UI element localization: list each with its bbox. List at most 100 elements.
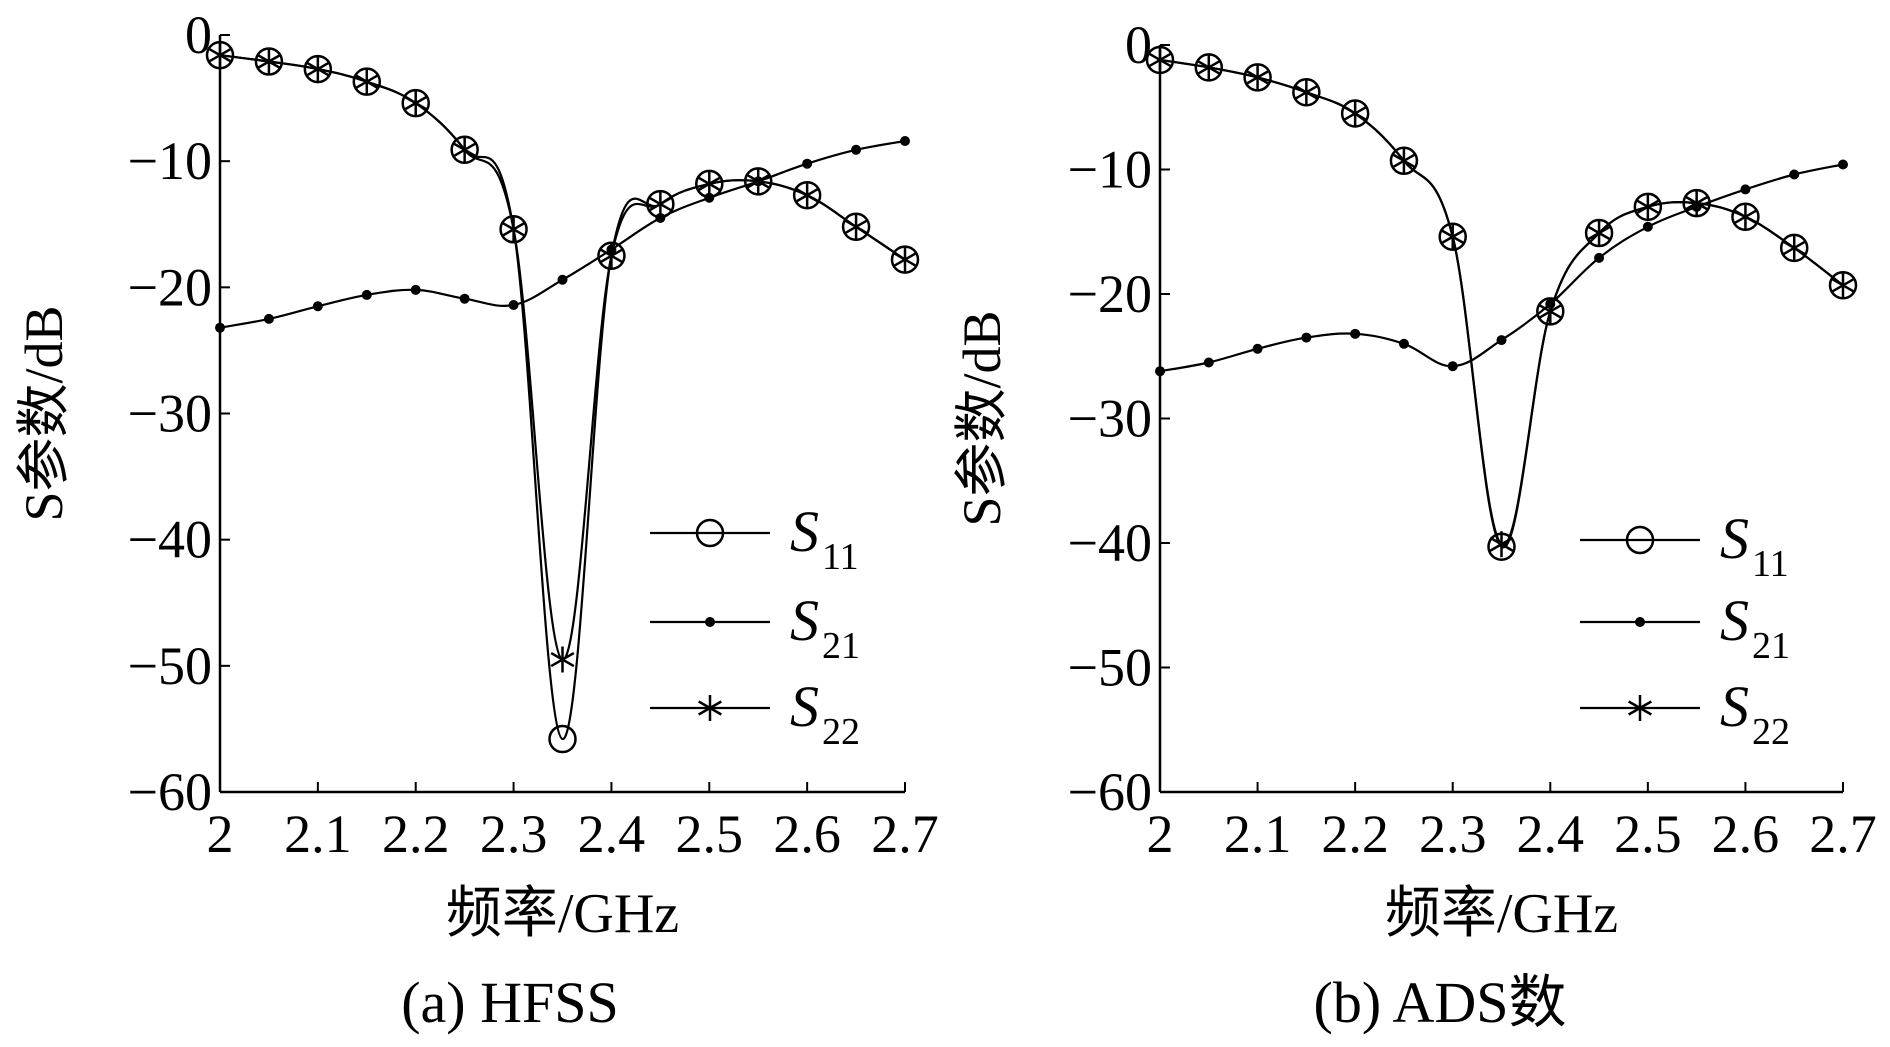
data-point-s21: [459, 293, 470, 304]
data-point-s21: [1642, 221, 1653, 232]
data-point-s22: [795, 182, 820, 209]
x-tick-label: 2.6: [1712, 804, 1780, 864]
legend-subscript: 21: [1752, 625, 1790, 667]
data-point-s21: [215, 322, 225, 333]
legend-marker-dot: [705, 617, 715, 627]
x-axis-title: 频率/GHz: [1385, 883, 1618, 945]
data-point-s22: [1831, 272, 1855, 299]
data-point-s11: [548, 724, 577, 754]
data-point-s22: [550, 646, 575, 673]
x-tick-label: 2.4: [1517, 804, 1585, 864]
data-point-s21: [557, 274, 568, 285]
panel-hfss: 0−10−20−30−40−50−602 2.1 2.2 2.3 2.4 2.5 2.6 2.…: [14, 5, 939, 1035]
legend-marker-dot: [1635, 617, 1645, 627]
panel-ads: 0−10−20−30−40−50−602 2.1 2.2 2.3 2.4 2.5 2.6 2.…: [952, 15, 1877, 1035]
legend-subscript: 22: [1752, 711, 1790, 753]
data-point-s22: [648, 191, 673, 218]
data-point-s22: [1196, 54, 1221, 81]
data-point-s22: [599, 242, 624, 269]
x-tick-label: 2.1: [284, 804, 352, 864]
panel-caption: (b) ADS数: [1314, 970, 1567, 1035]
data-point-s22: [403, 90, 428, 117]
y-tick-label: −40: [1068, 513, 1152, 573]
y-tick-label: −30: [128, 384, 212, 444]
x-tick-label: 2.7: [871, 804, 939, 864]
data-point-s22: [1294, 79, 1319, 106]
data-point-s22: [1733, 203, 1758, 230]
y-axis-title: S参数/dB: [14, 305, 74, 521]
data-point-s22: [256, 48, 281, 75]
data-point-s22: [1684, 190, 1709, 217]
y-tick-label: −60: [128, 762, 212, 822]
data-point-s21: [1203, 357, 1214, 368]
x-tick-label: 2.6: [773, 804, 841, 864]
data-point-s21: [900, 135, 910, 146]
data-point-s21: [1155, 366, 1165, 377]
legend-label: S: [790, 588, 819, 653]
legend-entry: S 21: [1580, 588, 1790, 667]
data-point-s22: [1489, 531, 1514, 558]
data-point-s21: [361, 289, 372, 300]
data-point-s22: [893, 246, 917, 273]
data-point-s21: [1301, 332, 1312, 343]
y-tick-label: −40: [128, 510, 212, 570]
legend-label: S: [790, 674, 819, 739]
legend-entry: S 11: [650, 499, 859, 578]
data-point-s21: [851, 144, 862, 155]
series-line-s11: [1159, 58, 1844, 549]
y-tick-label: −60: [1068, 762, 1152, 822]
data-point-s21: [508, 299, 519, 310]
x-tick-label: 2: [1147, 804, 1174, 864]
data-point-s21: [1496, 335, 1507, 346]
data-point-s21: [704, 192, 715, 203]
data-point-s22: [452, 136, 477, 163]
x-axis-title: 频率/GHz: [446, 883, 679, 945]
x-tick-label: 2.5: [1614, 804, 1682, 864]
data-point-s21: [263, 313, 274, 324]
data-point-s21: [802, 158, 813, 169]
data-point-s21: [410, 284, 421, 295]
y-tick-label: −20: [128, 257, 212, 317]
data-point-s22: [1148, 46, 1172, 73]
y-axis-title: S参数/dB: [952, 310, 1012, 526]
legend-entry: S 22: [650, 674, 860, 753]
data-point-s21: [1838, 159, 1848, 170]
x-tick-label: 2.3: [480, 804, 548, 864]
data-point-s21: [1447, 361, 1458, 372]
legend-label: S: [1720, 674, 1749, 739]
data-point-s22: [208, 42, 232, 69]
legend-label: S: [1720, 506, 1749, 571]
legend-subscript: 11: [822, 536, 859, 578]
y-tick-label: −50: [1068, 638, 1152, 698]
data-point-s22: [746, 168, 771, 195]
data-point-s21: [312, 301, 323, 312]
data-point-s22: [1538, 298, 1563, 325]
data-point-s22: [354, 68, 379, 95]
data-point-s21: [1789, 169, 1800, 180]
data-point-s22: [501, 216, 526, 243]
series-line-s21: [219, 139, 906, 329]
series-line-s22: [219, 54, 906, 661]
x-tick-label: 2.7: [1809, 804, 1877, 864]
data-point-s22: [1440, 223, 1465, 250]
legend-marker-star: [1628, 695, 1652, 721]
data-point-s21: [1398, 338, 1409, 349]
data-point-s22: [844, 213, 869, 240]
series-line-s22: [1159, 58, 1844, 546]
legend-label: S: [790, 499, 819, 564]
data-point-s21: [655, 212, 666, 223]
y-tick-label: −30: [1068, 389, 1152, 449]
legend-entry: S 21: [650, 588, 860, 667]
y-tick-label: −20: [1068, 264, 1152, 324]
data-point-s22: [1635, 193, 1660, 220]
legend-subscript: 11: [1752, 543, 1789, 585]
y-tick-label: −10: [128, 131, 212, 191]
x-tick-label: 2.5: [676, 804, 744, 864]
data-point-s22: [1587, 219, 1612, 246]
legend-subscript: 22: [822, 711, 860, 753]
data-point-s22: [697, 170, 722, 197]
data-point-s21: [1594, 252, 1605, 263]
x-tick-label: 2.4: [578, 804, 646, 864]
